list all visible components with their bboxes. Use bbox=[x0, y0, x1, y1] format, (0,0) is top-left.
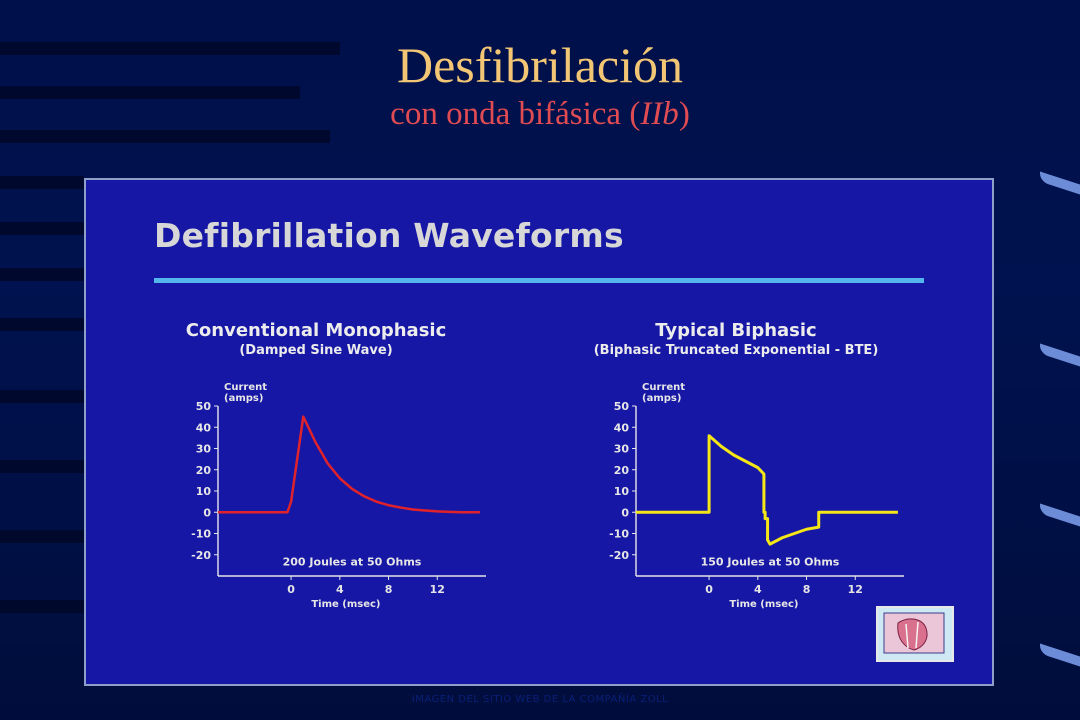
chart-annotation: 150 Joules at 50 Ohms bbox=[701, 555, 840, 568]
y-tick-label: -10 bbox=[609, 528, 629, 541]
left-stripe bbox=[0, 86, 300, 99]
mono-subtitle: (Damped Sine Wave) bbox=[239, 343, 393, 358]
left-stripe bbox=[0, 176, 84, 189]
x-axis-label: Time (msec) bbox=[729, 599, 798, 610]
right-stripe bbox=[1040, 343, 1080, 367]
y-tick-label: 20 bbox=[614, 464, 630, 477]
x-tick-label: 0 bbox=[705, 583, 713, 596]
subtitle-prefix: con onda bifásica ( bbox=[390, 96, 641, 132]
mono-header: Conventional Monophasic (Damped Sine Wav… bbox=[156, 320, 476, 358]
y-tick-label: 50 bbox=[614, 400, 630, 413]
x-tick-label: 8 bbox=[803, 583, 811, 596]
slide-title: Desfibrilación bbox=[396, 37, 683, 93]
heart-icon bbox=[883, 612, 945, 654]
left-stripe bbox=[0, 530, 84, 543]
left-stripe bbox=[0, 460, 84, 473]
x-tick-label: 4 bbox=[336, 583, 344, 596]
mono-title: Conventional Monophasic bbox=[185, 320, 447, 341]
y-axis-label: Current bbox=[224, 382, 267, 393]
bi-chart: Current(amps) 50 40 30 20 10 0 -10 -20 0 4 8 12 Time … bbox=[609, 382, 904, 610]
right-stripe bbox=[1040, 643, 1080, 667]
y-tick-label: 40 bbox=[196, 421, 212, 434]
left-stripe bbox=[0, 390, 84, 403]
image-credit: IMAGEN DEL SITIO WEB DE LA COMPAÑÍA ZOLL bbox=[411, 694, 669, 705]
series-line bbox=[636, 434, 898, 546]
bi-header: Typical Biphasic (Biphasic Truncated Exp… bbox=[556, 320, 916, 358]
x-tick-label: 0 bbox=[287, 583, 295, 596]
left-stripe bbox=[0, 318, 84, 331]
y-tick-label: 50 bbox=[196, 400, 212, 413]
y-axis-label: (amps) bbox=[224, 393, 263, 404]
y-tick-label: -10 bbox=[191, 528, 211, 541]
x-tick-label: 12 bbox=[848, 583, 863, 596]
left-stripe bbox=[0, 600, 84, 613]
x-tick-label: 8 bbox=[385, 583, 393, 596]
x-tick-label: 4 bbox=[754, 583, 762, 596]
y-axis-label: (amps) bbox=[642, 393, 681, 404]
y-tick-label: 0 bbox=[203, 506, 211, 519]
bi-subtitle: (Biphasic Truncated Exponential - BTE) bbox=[593, 343, 879, 358]
right-stripe bbox=[1040, 503, 1080, 527]
panel-title: Defibrillation Waveforms bbox=[154, 216, 624, 255]
left-stripe bbox=[0, 268, 84, 281]
series-line bbox=[218, 415, 480, 514]
x-axis-label: Time (msec) bbox=[311, 599, 380, 610]
title-rule bbox=[154, 278, 924, 283]
bi-title: Typical Biphasic bbox=[655, 320, 817, 341]
left-stripe bbox=[0, 222, 84, 235]
y-tick-label: 20 bbox=[196, 464, 212, 477]
y-tick-label: -20 bbox=[609, 549, 629, 562]
left-stripe bbox=[0, 42, 340, 55]
subtitle-italic: IIb bbox=[640, 96, 679, 132]
y-tick-label: 30 bbox=[614, 443, 630, 456]
y-tick-label: 10 bbox=[614, 485, 630, 498]
y-tick-label: -20 bbox=[191, 549, 211, 562]
zoll-logo-stamp bbox=[876, 606, 954, 662]
mono-chart: Current(amps) 50 40 30 20 10 0 -10 -20 0 4 8 12 Time … bbox=[191, 382, 486, 610]
chart-annotation: 200 Joules at 50 Ohms bbox=[283, 555, 422, 568]
y-tick-label: 10 bbox=[196, 485, 212, 498]
y-tick-label: 40 bbox=[614, 421, 630, 434]
slide-subtitle: con onda bifásica (IIb) bbox=[0, 96, 1080, 133]
subtitle-suffix: ) bbox=[678, 96, 690, 132]
y-tick-label: 30 bbox=[196, 443, 212, 456]
y-axis-label: Current bbox=[642, 382, 685, 393]
x-tick-label: 12 bbox=[430, 583, 445, 596]
left-stripe bbox=[0, 130, 330, 143]
y-tick-label: 0 bbox=[621, 506, 629, 519]
waveform-panel: Defibrillation Waveforms Conventional Mo… bbox=[84, 178, 994, 686]
right-stripe bbox=[1040, 171, 1080, 195]
